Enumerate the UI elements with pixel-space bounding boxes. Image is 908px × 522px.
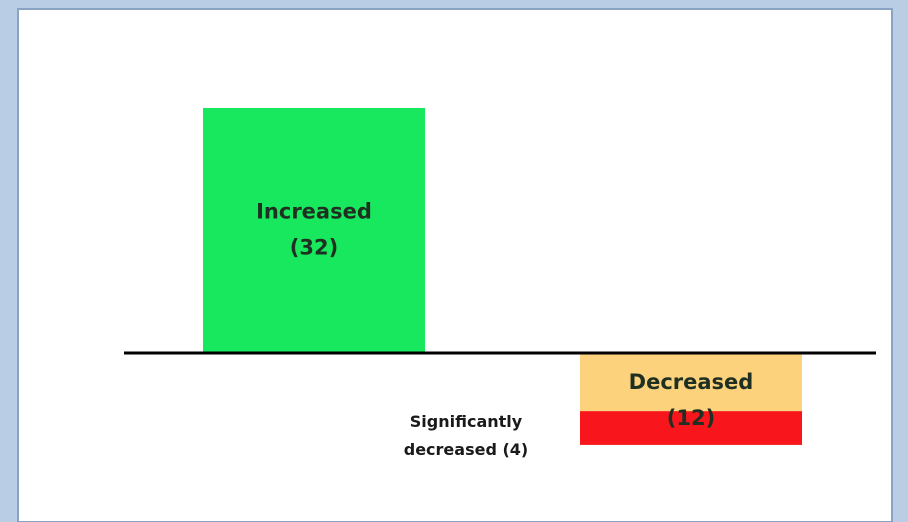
segment-label-line2: decreased (4) <box>404 440 528 459</box>
bar-label-decreased: Decreased <box>629 370 754 394</box>
bar-count-increased: (32) <box>290 235 338 259</box>
frame-border <box>17 8 893 522</box>
labels-layer: Increased (32) Decreased (12) Significantly d… <box>256 199 753 459</box>
bars-layer <box>203 108 802 445</box>
bar-increased <box>203 108 425 353</box>
bar-count-decreased: (12) <box>667 406 715 430</box>
bar-label-increased: Increased <box>256 199 372 223</box>
bar-segment-significantly-decreased <box>580 411 802 445</box>
segment-label-line1: Significantly <box>410 412 523 431</box>
